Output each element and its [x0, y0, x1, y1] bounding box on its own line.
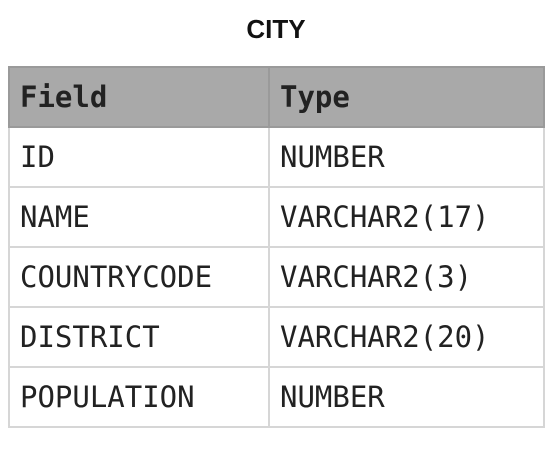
table-cell: NAME	[8, 186, 270, 248]
schema-table: Field Type ID NUMBER NAME VARCHAR2(17) COUNTR…	[8, 66, 545, 428]
header-row: Field Type	[8, 66, 545, 128]
table-cell: NUMBER	[268, 366, 545, 428]
header-cell: Field	[8, 66, 270, 128]
table-cell: POPULATION	[8, 366, 270, 428]
table-body: ID NUMBER NAME VARCHAR2(17) COUNTRYCODE VARCH…	[8, 126, 545, 428]
table-title: CITY	[246, 14, 306, 44]
table-cell: COUNTRYCODE	[8, 246, 270, 308]
table-row: COUNTRYCODE VARCHAR2(3)	[8, 246, 545, 308]
header-cell: Type	[268, 66, 545, 128]
table-cell: VARCHAR2(17)	[268, 186, 545, 248]
table-row: ID NUMBER	[8, 126, 545, 188]
table-row: POPULATION NUMBER	[8, 366, 545, 428]
table-cell: VARCHAR2(20)	[268, 306, 545, 368]
table-cell: VARCHAR2(3)	[268, 246, 545, 308]
table-row: NAME VARCHAR2(17)	[8, 186, 545, 248]
table-row: DISTRICT VARCHAR2(20)	[8, 306, 545, 368]
table-cell: NUMBER	[268, 126, 545, 188]
table-cell: DISTRICT	[8, 306, 270, 368]
table-cell: ID	[8, 126, 270, 188]
